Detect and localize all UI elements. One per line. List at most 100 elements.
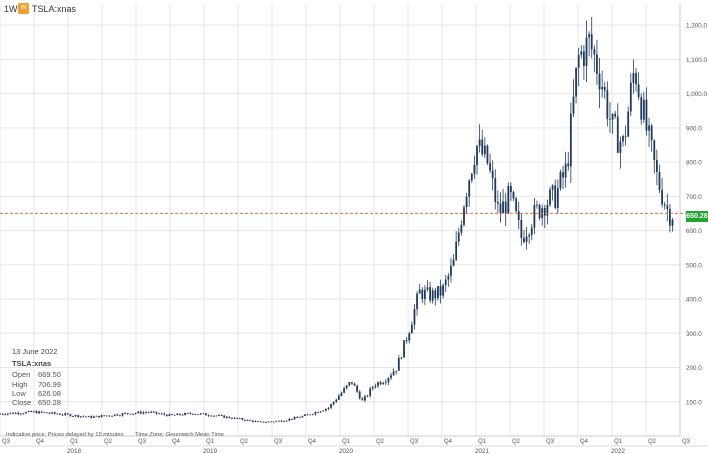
y-tick-label: 500.0: [686, 262, 702, 269]
quarter-tick-label: Q4: [308, 439, 317, 445]
candle-body: [356, 385, 359, 392]
quarter-tick-label: Q1: [206, 439, 215, 445]
candle-body: [452, 259, 455, 266]
candle-body: [546, 204, 549, 216]
candle-body: [14, 412, 17, 414]
candle-body: [343, 388, 345, 393]
candle-body: [158, 413, 160, 415]
candle-body: [390, 375, 392, 378]
candle-body: [22, 413, 25, 415]
candle-body: [139, 411, 142, 414]
candle-body: [92, 416, 95, 418]
candle-body: [98, 415, 100, 418]
candle-body: [165, 414, 168, 417]
candle-body: [629, 82, 632, 112]
candle-body: [124, 413, 127, 414]
candle-body: [650, 125, 653, 141]
quarter-tick-label: Q2: [648, 439, 657, 445]
candle-body: [551, 185, 554, 190]
candle-body: [400, 357, 403, 359]
candle-body: [403, 340, 405, 358]
candle-body: [405, 340, 408, 341]
candle-body: [189, 413, 192, 414]
candle-body: [95, 415, 98, 417]
candle-body: [364, 396, 366, 401]
candle-body: [463, 207, 465, 225]
candle-body: [12, 412, 14, 414]
candle-body: [358, 391, 361, 399]
candle-body: [397, 357, 400, 371]
candle-body: [369, 388, 372, 396]
candle-body: [538, 205, 541, 219]
candle-body: [186, 413, 189, 414]
interval-label[interactable]: 1W: [4, 4, 18, 14]
candle-body: [233, 417, 236, 419]
candle-body: [40, 411, 43, 413]
candle-body: [590, 34, 593, 50]
candle-body: [395, 370, 398, 372]
candle-body: [202, 413, 205, 415]
candle-body: [624, 136, 627, 137]
candle-body: [530, 227, 533, 236]
ohlc-open-value: 669.50: [38, 370, 61, 379]
candle-body: [611, 113, 614, 120]
candle-body: [489, 163, 491, 171]
candle-body: [476, 146, 478, 166]
candle-body: [669, 208, 671, 226]
candle-body: [155, 411, 158, 414]
candle-body: [105, 415, 108, 417]
candle-body: [238, 418, 241, 420]
candle-body: [108, 415, 111, 417]
ohlc-date: 13 June 2022: [12, 347, 58, 356]
candle-body: [160, 413, 163, 415]
candle-body: [473, 165, 476, 174]
candle-body: [507, 186, 510, 214]
candle-body: [150, 411, 153, 413]
y-tick-label: 400.0: [686, 297, 702, 304]
candle-body: [178, 413, 181, 415]
candle-body: [335, 399, 338, 402]
candle-body: [48, 413, 51, 414]
candle-body: [447, 275, 450, 280]
candle-body: [512, 192, 515, 199]
y-tick-label: 800.0: [686, 160, 702, 167]
quarter-tick-label: Q3: [138, 439, 147, 445]
candle-body: [496, 201, 499, 204]
symbol-label[interactable]: TSLA:xnas: [32, 4, 77, 14]
candle-body: [283, 421, 286, 423]
y-tick-label: 600.0: [686, 228, 702, 235]
candle-body: [549, 189, 551, 205]
candle-body: [6, 413, 9, 415]
candle-body: [79, 416, 82, 418]
candle-body: [181, 414, 184, 416]
candle-body: [231, 418, 233, 419]
candle-body: [392, 371, 395, 376]
candle-body: [609, 118, 611, 120]
candle-body: [486, 145, 489, 164]
candle-body: [197, 414, 200, 416]
candle-body: [121, 413, 124, 416]
candle-body: [280, 420, 283, 422]
candle-body: [575, 67, 577, 97]
y-tick-label: 100.0: [686, 399, 702, 406]
candle-body: [228, 416, 231, 419]
candle-body: [582, 51, 585, 66]
candle-body: [421, 289, 424, 300]
candle-body: [569, 113, 572, 167]
candle-body: [653, 140, 656, 161]
candle-body: [410, 324, 413, 334]
candle-body: [517, 211, 520, 220]
candle-body: [455, 241, 458, 260]
candle-body: [51, 412, 54, 414]
ohlc-open-label: Open: [12, 370, 31, 379]
ohlc-high-row: High 706.99: [12, 380, 61, 389]
candle-body: [205, 413, 207, 416]
candle-body: [559, 172, 562, 189]
candle-body: [655, 160, 658, 172]
y-tick-label: 1,000.0: [686, 91, 708, 98]
quarter-tick-label: Q3: [410, 439, 419, 445]
quarter-tick-label: Q1: [70, 439, 79, 445]
disclaimer: Indicative price. Prices delayed by 15 m…: [6, 432, 234, 438]
quarter-tick-label: Q2: [104, 439, 113, 445]
